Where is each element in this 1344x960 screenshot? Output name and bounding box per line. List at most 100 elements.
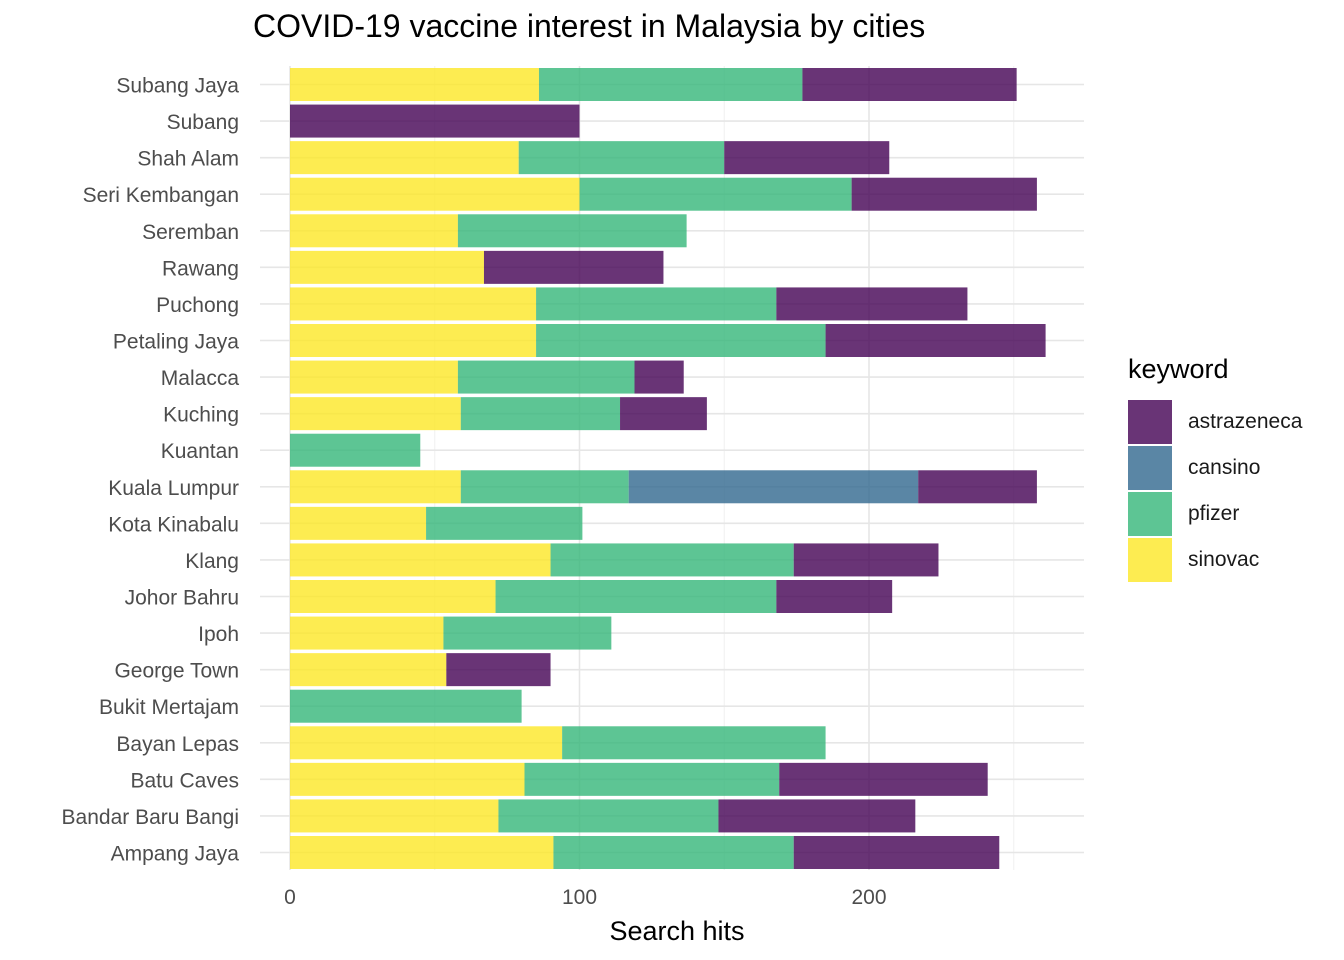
bar-sinovac <box>290 616 444 650</box>
y-tick-label: Ipoh <box>198 623 239 646</box>
y-tick-label: Rawang <box>162 257 239 280</box>
bar-pfizer <box>538 68 803 101</box>
legend-swatch <box>1128 492 1172 536</box>
bar-sinovac <box>290 397 461 431</box>
bar-sinovac <box>290 653 447 687</box>
bar-sinovac <box>290 214 458 248</box>
bar-cansino <box>628 470 919 504</box>
bar-astrazeneca <box>446 653 551 687</box>
bar-astrazeneca <box>793 543 939 577</box>
y-tick-label: Malacca <box>161 367 240 390</box>
y-tick-label: Johor Bahru <box>125 587 239 610</box>
bars <box>290 68 1046 869</box>
bar-astrazeneca <box>851 177 1037 211</box>
legend: keyword astrazeneca cansino pfizer sinovac <box>1128 354 1302 583</box>
bar-pfizer <box>536 287 777 321</box>
x-tick-labels: 0 100 200 <box>284 886 886 909</box>
legend-label: pfizer <box>1188 502 1240 525</box>
bar-astrazeneca <box>776 287 968 321</box>
bar-astrazeneca <box>918 470 1037 504</box>
bar-astrazeneca <box>779 762 988 796</box>
bar-sinovac <box>290 543 551 577</box>
legend-label: astrazeneca <box>1188 410 1303 433</box>
legend-swatch <box>1128 400 1172 444</box>
legend-label: sinovac <box>1188 548 1260 571</box>
bar-pfizer <box>290 433 421 467</box>
bar-pfizer <box>498 799 719 833</box>
bar-astrazeneca <box>483 250 664 284</box>
x-tick-label: 100 <box>562 886 597 909</box>
bar-pfizer <box>495 580 777 613</box>
y-tick-label: George Town <box>114 660 239 683</box>
y-tick-label: Shah Alam <box>137 148 239 171</box>
legend-item-pfizer: pfizer <box>1128 491 1302 537</box>
bar-sinovac <box>290 799 499 833</box>
y-tick-label: Bayan Lepas <box>116 733 239 756</box>
y-tick-label: Seremban <box>142 221 239 244</box>
bar-astrazeneca <box>825 324 1046 357</box>
bar-sinovac <box>290 580 496 613</box>
bar-astrazeneca <box>802 68 1017 101</box>
bar-pfizer <box>460 470 629 504</box>
y-tick-label: Kuching <box>163 404 239 427</box>
legend-items: astrazeneca cansino pfizer sinovac <box>1128 399 1302 583</box>
bar-sinovac <box>290 726 563 760</box>
y-tick-label: Bukit Mertajam <box>99 696 239 719</box>
y-tick-labels: Subang Jaya Subang Shah Alam Seri Kembangan… <box>62 75 240 866</box>
legend-label: cansino <box>1188 456 1261 479</box>
y-tick-label: Ampang Jaya <box>111 843 240 866</box>
bar-pfizer <box>562 726 826 760</box>
legend-item-astrazeneca: astrazeneca <box>1128 399 1302 445</box>
bar-pfizer <box>536 324 826 357</box>
y-tick-label: Seri Kembangan <box>83 184 239 207</box>
y-tick-label: Kota Kinabalu <box>108 513 239 536</box>
legend-title: keyword <box>1128 354 1229 384</box>
bar-astrazeneca <box>718 799 916 833</box>
legend-item-cansino: cansino <box>1128 445 1302 491</box>
bar-sinovac <box>290 506 427 540</box>
y-tick-label: Bandar Baru Bangi <box>62 806 239 829</box>
bar-astrazeneca <box>290 104 580 138</box>
bar-sinovac <box>290 470 461 504</box>
bar-pfizer <box>457 360 635 394</box>
x-axis-title: Search hits <box>609 916 744 946</box>
bar-sinovac <box>290 250 484 284</box>
bar-pfizer <box>290 689 522 723</box>
x-tick-label: 0 <box>284 886 296 909</box>
chart-plot: Subang Jaya Subang Shah Alam Seri Kembangan… <box>62 66 1084 946</box>
bar-pfizer <box>550 543 794 577</box>
y-tick-label: Kuala Lumpur <box>108 477 239 500</box>
legend-swatch <box>1128 538 1172 582</box>
bar-pfizer <box>518 141 725 175</box>
bar-sinovac <box>290 287 537 321</box>
bar-pfizer <box>443 616 612 650</box>
bar-pfizer <box>426 506 583 540</box>
bar-astrazeneca <box>793 836 1000 869</box>
bar-sinovac <box>290 762 525 796</box>
y-tick-label: Petaling Jaya <box>113 331 239 354</box>
x-tick-label: 200 <box>851 886 886 909</box>
y-tick-label: Subang <box>167 111 239 134</box>
y-tick-label: Puchong <box>156 294 239 317</box>
bar-sinovac <box>290 836 554 869</box>
bar-astrazeneca <box>620 397 707 431</box>
bar-pfizer <box>553 836 794 869</box>
bar-astrazeneca <box>776 580 893 613</box>
bar-sinovac <box>290 68 539 101</box>
bar-sinovac <box>290 360 458 394</box>
y-tick-label: Kuantan <box>161 440 239 463</box>
bar-pfizer <box>579 177 852 211</box>
chart-title: COVID-19 vaccine interest in Malaysia by… <box>253 8 926 44</box>
bar-pfizer <box>460 397 621 431</box>
bar-astrazeneca <box>724 141 890 175</box>
bar-astrazeneca <box>634 360 684 394</box>
legend-item-sinovac: sinovac <box>1128 537 1302 583</box>
bar-sinovac <box>290 324 537 357</box>
y-tick-label: Subang Jaya <box>116 75 239 98</box>
bar-sinovac <box>290 141 519 175</box>
y-tick-label: Klang <box>185 550 239 573</box>
y-tick-label: Batu Caves <box>130 769 239 792</box>
bar-pfizer <box>457 214 687 248</box>
bar-pfizer <box>524 762 780 796</box>
bar-sinovac <box>290 177 580 211</box>
